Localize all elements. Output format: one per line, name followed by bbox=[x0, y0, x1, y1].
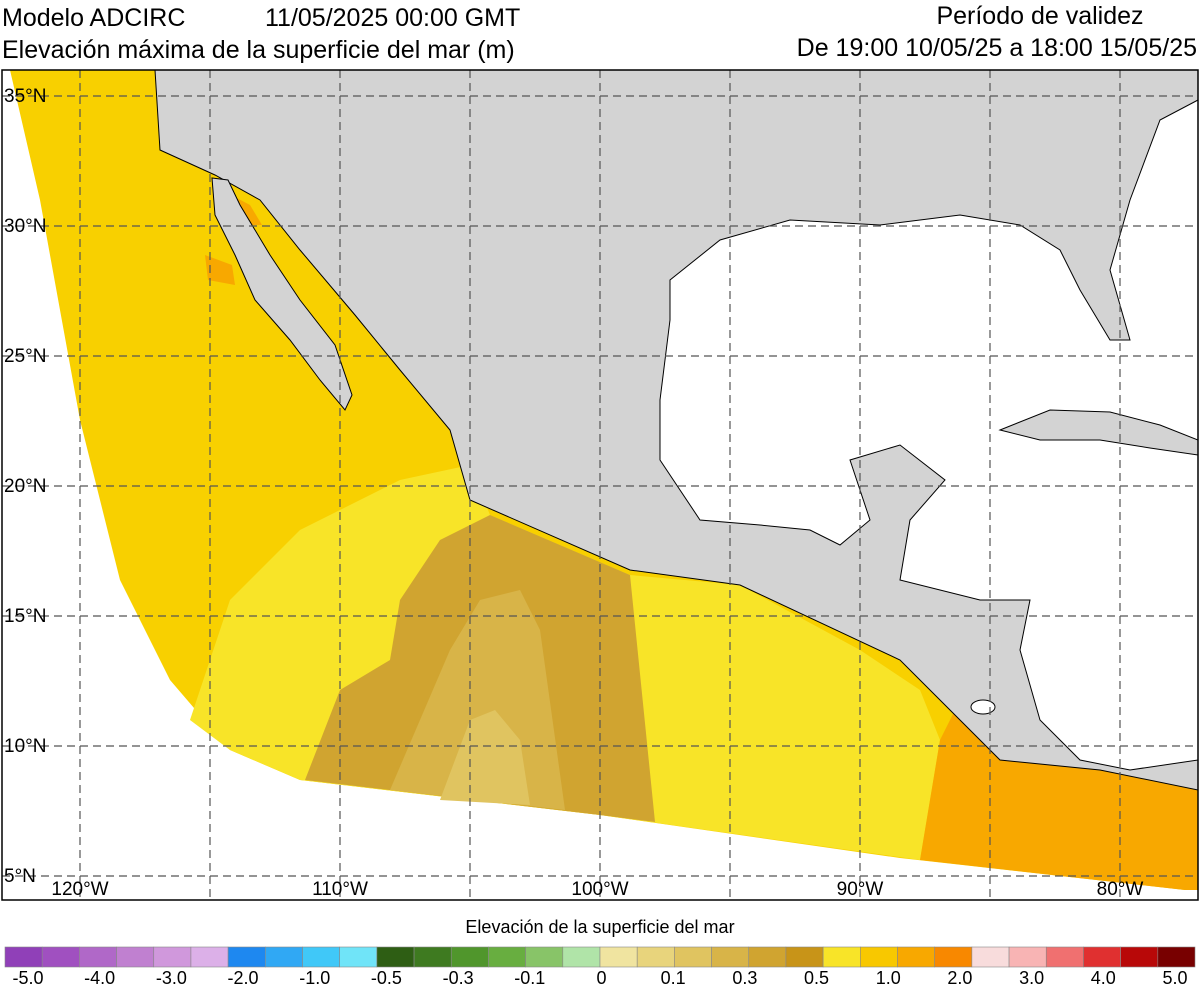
colorbar-swatch bbox=[1157, 946, 1196, 968]
colorbar-swatch bbox=[1045, 946, 1084, 968]
colorbar-swatch bbox=[971, 946, 1010, 968]
land bbox=[154, 70, 1198, 791]
validity-title: Período de validez bbox=[936, 2, 1143, 30]
lon-label: 110°W bbox=[312, 879, 368, 900]
colorbar-swatch bbox=[116, 946, 155, 968]
lat-label: 5°N bbox=[4, 866, 36, 887]
colorbar-swatch bbox=[711, 946, 750, 968]
colorbar-swatch bbox=[674, 946, 712, 968]
colorbar-swatch bbox=[227, 946, 266, 968]
colorbar-swatch bbox=[1008, 946, 1047, 968]
lat-label: 25°N bbox=[4, 346, 46, 367]
lat-label: 10°N bbox=[4, 736, 46, 757]
colorbar-swatch bbox=[599, 946, 638, 968]
colorbar-swatch bbox=[4, 946, 43, 968]
colorbar-swatch bbox=[302, 946, 340, 968]
colorbar-swatch bbox=[190, 946, 229, 968]
colorbar-swatch bbox=[934, 946, 973, 968]
lat-label: 15°N bbox=[4, 606, 46, 627]
colorbar-swatch bbox=[450, 946, 489, 968]
lake bbox=[970, 699, 996, 715]
colorbar-label: -2.0 bbox=[228, 968, 259, 988]
colorbar-label: 5.0 bbox=[1162, 968, 1187, 988]
colorbar-swatch bbox=[1120, 946, 1159, 968]
colorbar-swatch bbox=[525, 946, 564, 968]
colorbar-label: 0.5 bbox=[804, 968, 829, 988]
graticule bbox=[2, 70, 1198, 900]
map-labels: 35°N 30°N 25°N 20°N 15°N 10°N 5°N 120°W 110°W 100… bbox=[4, 86, 1143, 900]
colorbar-label: -0.3 bbox=[443, 968, 474, 988]
map bbox=[2, 70, 1198, 900]
lat-label: 20°N bbox=[4, 476, 46, 497]
colorbar-swatch bbox=[897, 946, 935, 968]
colorbar-swatch bbox=[636, 946, 675, 968]
colorbar-swatch bbox=[748, 946, 787, 968]
colorbar-label: 2.0 bbox=[947, 968, 972, 988]
colorbar-swatch bbox=[153, 946, 192, 968]
colorbar-swatch bbox=[41, 946, 80, 968]
colorbar-swatch bbox=[1083, 946, 1121, 968]
colorbar-label: -4.0 bbox=[84, 968, 115, 988]
colorbar-swatch bbox=[822, 946, 861, 968]
lon-label: 120°W bbox=[51, 879, 108, 900]
lat-label: 35°N bbox=[4, 86, 46, 107]
subtitle: Elevación máxima de la superficie del ma… bbox=[2, 36, 515, 64]
colorbar-swatch bbox=[860, 946, 898, 968]
baja-california bbox=[211, 177, 353, 411]
cuba bbox=[998, 409, 1198, 456]
colorbar-label: 3.0 bbox=[1019, 968, 1044, 988]
colorbar-label: 0.1 bbox=[661, 968, 686, 988]
colorbar-label: 0 bbox=[596, 968, 606, 988]
colorbar-title: Elevación de la superficie del mar bbox=[465, 917, 734, 937]
lon-label: 100°W bbox=[571, 879, 628, 900]
colorbar-swatch bbox=[339, 946, 378, 968]
colorbar-label: 4.0 bbox=[1091, 968, 1116, 988]
colorbar-label: -1.0 bbox=[299, 968, 330, 988]
colorbar-swatch bbox=[413, 946, 452, 968]
run-date: 11/05/2025 00:00 GMT bbox=[265, 4, 520, 32]
lat-label: 30°N bbox=[4, 216, 46, 237]
colorbar-label: 0.3 bbox=[732, 968, 757, 988]
colorbar-swatch bbox=[562, 946, 601, 968]
model-name: Modelo ADCIRC bbox=[2, 4, 185, 32]
colorbar-label: -0.1 bbox=[514, 968, 545, 988]
sea-surge-band bbox=[205, 255, 235, 285]
colorbar-swatch bbox=[488, 946, 526, 968]
map-frame bbox=[1, 69, 1199, 901]
lon-label: 80°W bbox=[1097, 879, 1144, 900]
colorbar-swatch bbox=[79, 946, 117, 968]
validity-range: De 19:00 10/05/25 a 18:00 15/05/25 bbox=[797, 34, 1197, 62]
colorbar-label: -3.0 bbox=[156, 968, 187, 988]
colorbar-swatch bbox=[785, 946, 824, 968]
sea-surge-band bbox=[440, 710, 530, 805]
colorbar-label: -0.5 bbox=[371, 968, 402, 988]
colorbar-label: 1.0 bbox=[876, 968, 901, 988]
lon-label: 90°W bbox=[837, 879, 884, 900]
colorbar-swatch bbox=[265, 946, 303, 968]
colorbar-swatch bbox=[376, 946, 415, 968]
colorbar: -5.0 -4.0 -3.0 -2.0 -1.0 -0.5 -0.3 -0.1 0 0.1 0.3 0… bbox=[4, 946, 1196, 988]
colorbar-label: -5.0 bbox=[12, 968, 43, 988]
